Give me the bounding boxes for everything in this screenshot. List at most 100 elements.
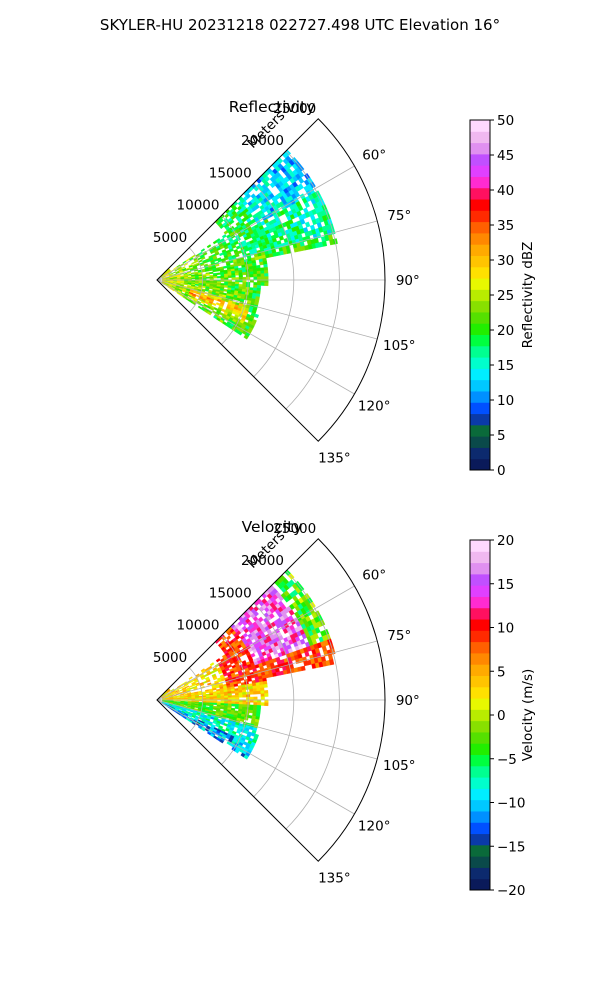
radar-gate (256, 285, 262, 289)
colorbar-swatch (470, 585, 490, 597)
colorbar-swatch (470, 131, 490, 144)
radar-gate (264, 273, 269, 277)
colorbar-swatch (470, 540, 490, 552)
radar-gate (173, 700, 178, 702)
sector-frame (156, 538, 386, 862)
radar-gate (208, 286, 214, 290)
colorbar-swatch (470, 436, 490, 448)
colorbar-swatch (470, 596, 490, 609)
colorbar-tick-label: −15 (497, 839, 526, 855)
radar-gate (256, 267, 261, 272)
colorbar-tick-label: 0 (497, 463, 506, 479)
radial-tick-label: 5000 (153, 650, 187, 666)
radar-gate (190, 272, 195, 275)
theta-tick-label: 60° (362, 568, 386, 584)
radar-gate (231, 275, 236, 278)
colorbar-swatch (470, 686, 490, 699)
theta-tick-label: 120° (358, 398, 391, 414)
colorbar-swatch (470, 300, 490, 313)
radar-gate (202, 680, 208, 684)
radar-gate (189, 687, 194, 690)
colorbar-swatch (470, 709, 490, 722)
radar-gate (260, 270, 265, 275)
radar-gate (181, 266, 186, 270)
radar-gate (220, 275, 225, 279)
radar-gate (206, 244, 212, 249)
colorbar-swatch (470, 607, 490, 620)
colorbar-swatch (470, 698, 490, 710)
radar-gate (237, 330, 243, 336)
radar-gate (259, 261, 264, 266)
radar-gate (256, 690, 261, 695)
radar-gate (304, 651, 310, 657)
radar-gate (191, 277, 196, 280)
colorbar-swatch (470, 368, 490, 381)
colorbar-swatch (470, 244, 490, 256)
radar-gate (211, 302, 217, 307)
grid-spoke (156, 640, 378, 701)
radar-gate (256, 705, 262, 709)
radar-gate (263, 270, 269, 274)
radar-gate (243, 334, 249, 340)
radar-gate (249, 696, 254, 700)
radar-gate (304, 221, 311, 228)
colorbar-swatch (470, 187, 490, 200)
radar-gate (248, 714, 253, 719)
radar-gate (180, 282, 185, 284)
radar-gate (250, 652, 256, 658)
radar-gate (264, 276, 269, 280)
colorbar-tick-label: 10 (497, 393, 514, 409)
radial-tick-label: 20000 (241, 133, 284, 149)
colorbar-swatch (470, 810, 490, 823)
radial-tick-label: 20000 (241, 553, 284, 569)
radar-gate (242, 281, 247, 285)
radar-gate (178, 689, 183, 692)
radar-gate (253, 702, 258, 706)
radar-gate (229, 219, 235, 225)
radial-tick-label: 15000 (209, 165, 252, 181)
colorbar-swatch (470, 833, 490, 846)
radar-gate (249, 274, 254, 278)
colorbar-swatch (470, 120, 490, 132)
radar-gate (238, 692, 243, 696)
colorbar-swatch (470, 289, 490, 302)
colorbar-swatch (470, 379, 490, 392)
radar-gate (260, 693, 265, 697)
colorbar-tick-label: 30 (497, 253, 514, 269)
theta-tick-label: 105° (383, 338, 416, 354)
radar-gate (213, 697, 218, 701)
panel-title: Velocity (242, 518, 303, 536)
radar-gate (249, 691, 254, 695)
colorbar-label: Velocity (m/s) (520, 669, 536, 762)
colorbar-swatch (470, 153, 490, 166)
grid-spoke (156, 220, 378, 281)
colorbar-swatch (470, 844, 490, 857)
radar-gate (235, 277, 240, 280)
colorbar-swatch (470, 765, 490, 778)
radial-tick-label: 10000 (177, 198, 220, 214)
radar-gate (264, 702, 269, 707)
theta-tick-label: 90° (396, 693, 420, 709)
radar-gate (222, 265, 228, 269)
colorbar-swatch (470, 799, 490, 812)
radar-gate (227, 275, 232, 278)
polar-panel-reflectivity: 500010000150002000025000Meters60°75°90°1… (153, 98, 536, 479)
colorbar-swatch (470, 630, 490, 643)
radar-gate (170, 688, 175, 692)
radar-gate (253, 691, 258, 695)
radial-tick-label: 10000 (177, 618, 220, 634)
radar-gate (215, 658, 221, 663)
colorbar-swatch (470, 345, 490, 358)
colorbar-swatch (470, 255, 490, 268)
radar-gate (253, 704, 258, 709)
radar-gate (253, 273, 258, 278)
radar-gate (173, 281, 178, 283)
radar-gate (223, 285, 229, 288)
colorbar-tick-label: 25 (497, 288, 514, 304)
radial-tick-label: 25000 (273, 521, 316, 537)
colorbar-swatch (470, 413, 490, 426)
radar-gate (206, 679, 211, 683)
radar-field (160, 569, 336, 760)
radar-gate (239, 718, 245, 723)
radar-gate (329, 659, 335, 666)
